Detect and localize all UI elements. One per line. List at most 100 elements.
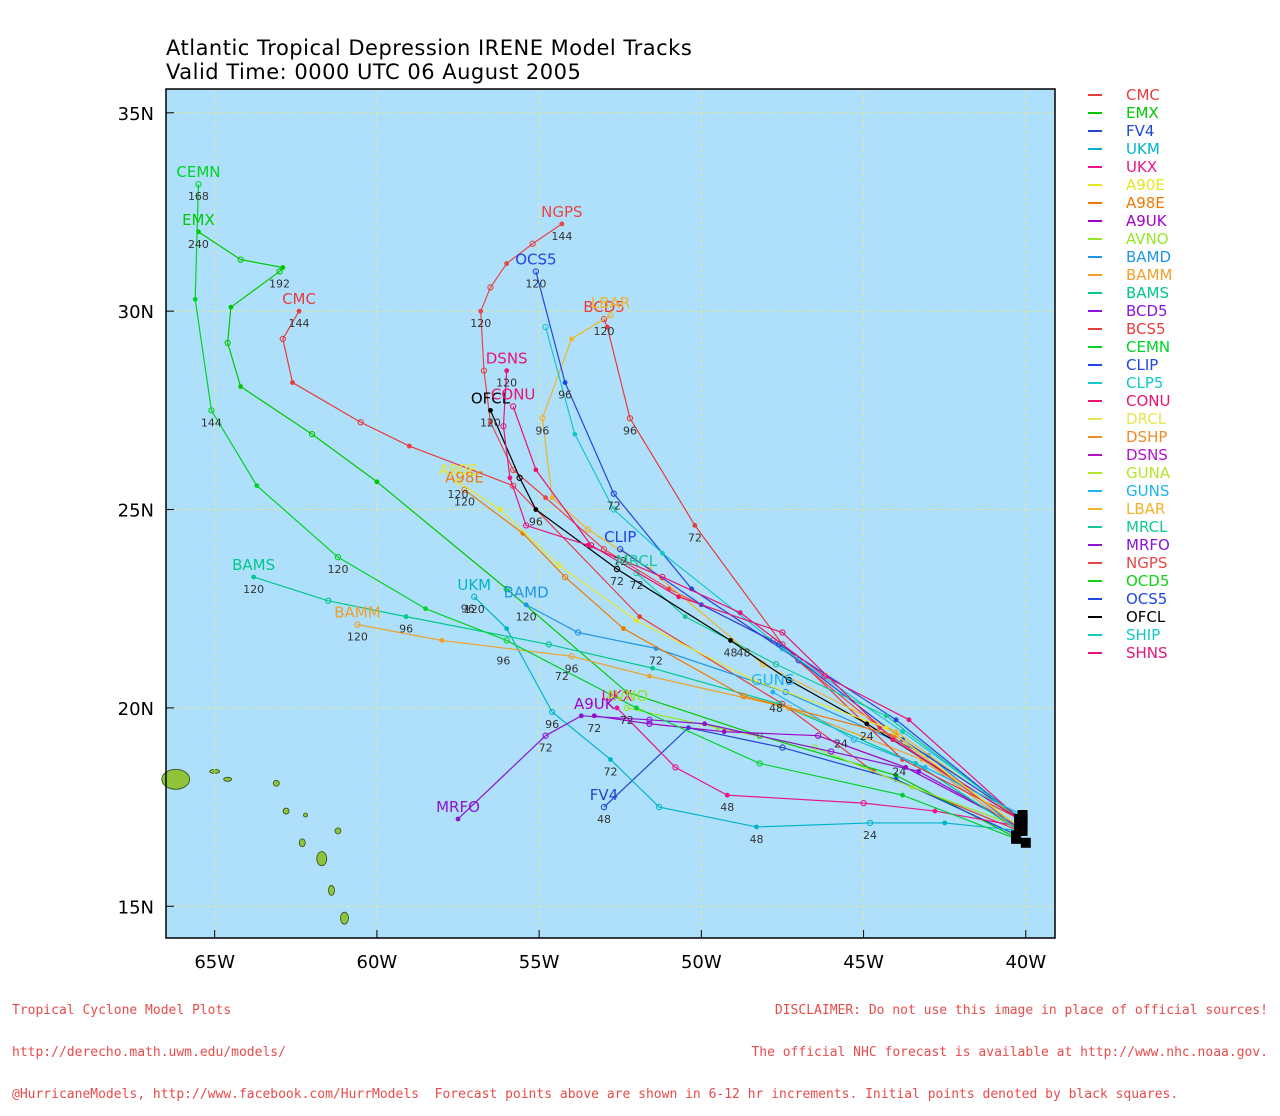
forecast-point [587,542,595,549]
forecast-point [637,614,643,620]
legend-swatch [1088,310,1102,312]
legend-label: CEMN [1126,338,1171,356]
track-name-label: NGPS [541,203,582,221]
legend-label: UKM [1126,140,1160,158]
forecast-point [608,757,613,762]
forecast-point [543,495,549,501]
legend-label: OCS5 [1126,590,1168,608]
forecast-point [522,522,530,529]
forecast-point [621,626,626,631]
title-line-1: Atlantic Tropical Depression IRENE Model… [166,36,693,60]
forecast-point [504,368,510,374]
legend-label: BCS5 [1126,320,1166,338]
track-name-label: MRCL [616,552,658,570]
legend-swatch [1088,148,1102,150]
track-line-fv4 [603,727,1017,836]
legend-swatch [1088,562,1102,564]
forecast-point [827,748,835,755]
lon-tick-label: 60W [357,952,398,973]
forecast-hour-label: 72 [610,575,624,588]
legend-label: GUNA [1126,464,1171,482]
forecast-point [672,764,679,771]
forecast-hour-label: 72 [587,722,601,735]
forecast-point [692,523,698,528]
forecast-point [504,626,510,631]
track-name-label: A98E [445,469,484,487]
forecast-point [423,606,428,612]
forecast-point [568,653,575,660]
legend-swatch [1088,220,1102,222]
forecast-point [403,614,409,620]
forecast-point [647,673,652,679]
forecast-hour-label: 120 [464,603,485,616]
forecast-hour-label: 120 [454,496,475,509]
forecast-point [228,304,234,310]
forecast-point [500,423,507,430]
legend-swatch [1088,346,1102,348]
track-line-ukm [473,596,1023,832]
forecast-point [237,256,244,263]
legend-label: DRCL [1126,410,1167,428]
forecast-point [728,638,733,643]
forecast-point [280,265,286,270]
forecast-point [660,550,665,556]
track-name-label: AVNO [605,687,648,705]
track-name-label: CEMN [176,163,220,181]
forecast-point [676,594,682,600]
initial-point-marker [1017,810,1028,821]
forecast-hour-label: 96 [496,654,510,667]
island-shape [298,838,306,848]
legend-swatch [1088,130,1102,132]
forecast-point [334,553,342,561]
forecast-hour-label: 144 [551,230,572,243]
forecast-point [682,614,688,620]
forecast-hour-label: 48 [720,801,734,814]
track-line-lbar [541,314,1020,820]
forecast-point [613,565,621,573]
forecast-point [785,676,793,684]
island-shape [334,827,342,835]
forecast-point [296,308,302,314]
forecast-point [916,768,922,774]
forecast-hour-label: 96 [558,389,572,402]
forecast-hour-label: 120 [496,377,517,390]
legend-swatch [1088,400,1102,402]
legend-label: BAMD [1126,248,1172,266]
legend-label: UKX [1126,158,1158,176]
forecast-point [578,713,584,719]
forecast-point [545,641,553,648]
track-name-label: FV4 [590,786,618,804]
legend-label: BAMS [1126,284,1170,302]
forecast-point [721,729,727,735]
forecast-point [890,737,896,743]
footer-left-line-1: Tropical Cyclone Model Plots [12,1003,232,1018]
forecast-point [864,721,870,727]
forecast-point [893,717,899,723]
forecast-point [406,443,412,449]
forecast-point [624,689,630,695]
forecast-point [572,431,578,437]
map-frame [165,88,1056,939]
forecast-point [626,415,634,422]
forecast-point [480,367,488,374]
forecast-point [529,240,536,247]
forecast-point [251,574,257,580]
track-name-label: A90E [439,461,478,479]
forecast-point [900,792,905,798]
forecast-point [308,431,316,438]
forecast-hour-label: 120 [470,317,491,330]
legend-swatch [1088,508,1102,510]
legend-label: A90E [1126,176,1165,194]
legend-swatch [1088,598,1102,600]
forecast-point [461,486,468,493]
forecast-hour-label: 48 [769,702,783,715]
forecast-point [503,637,510,644]
forecast-point [279,335,286,343]
track-name-label: CONU [491,385,535,403]
initial-point-marker [1014,821,1025,832]
forecast-point [782,688,789,696]
initial-point-marker [1020,837,1031,848]
forecast-point [254,483,260,489]
forecast-hour-label: 24 [863,829,877,842]
forecast-point [542,732,549,739]
